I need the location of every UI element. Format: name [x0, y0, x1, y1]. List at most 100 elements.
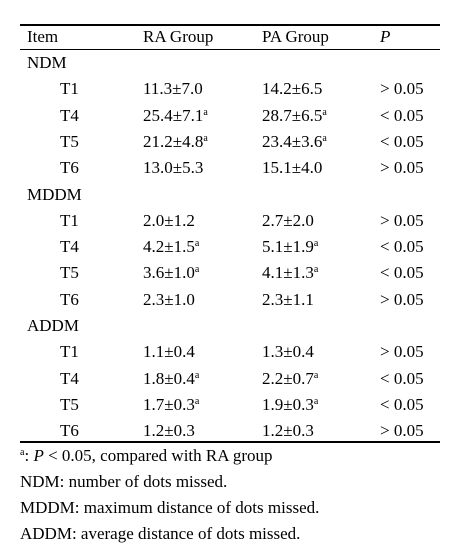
footnote: NDM: number of dots missed. [20, 472, 228, 491]
cell: 1.1±0.4 [143, 342, 195, 362]
cell-text: 25.4±7.1 [143, 105, 204, 125]
p-value: < 0.05 [380, 237, 424, 257]
cell: 1.9±0.3a [262, 395, 318, 415]
row-label: T1 [60, 210, 79, 230]
header-cell: Item [27, 27, 59, 46]
cell: 2.3±1.1 [262, 290, 314, 310]
cell-text: 4.1±1.3 [262, 263, 314, 283]
row-label: T4 [60, 105, 79, 125]
p-value: < 0.05 [380, 105, 424, 125]
footnote-text: : [24, 446, 34, 465]
row-label: T4 [60, 237, 79, 257]
cell: 14.2±6.5 [262, 79, 322, 99]
p-value: > 0.05 [380, 421, 424, 441]
p-value: > 0.05 [380, 158, 424, 178]
row-label: T1 [60, 342, 79, 362]
superscript: a [313, 395, 319, 407]
superscript: a [322, 106, 327, 118]
p-value: > 0.05 [380, 289, 424, 309]
p-value: < 0.05 [380, 394, 424, 414]
row-label: T4 [60, 368, 79, 388]
cell: 11.3±7.0 [143, 79, 203, 99]
cell-text: 21.2±4.8 [143, 131, 204, 151]
footnote-text: < 0.05, compared with RA group [43, 446, 273, 465]
cell-text: 4.2±1.5 [143, 237, 195, 257]
cell-text: 1.8±0.4 [143, 368, 195, 388]
superscript: a [194, 395, 200, 407]
top-rule [20, 24, 440, 26]
row-label: T6 [60, 158, 79, 178]
cell: 4.1±1.3a [262, 263, 318, 283]
header-cell: PA Group [262, 27, 329, 46]
cell-text: 11.3±7.0 [143, 79, 203, 99]
cell-text: 1.3±0.4 [262, 342, 314, 362]
footnote: ADDM: average distance of dots missed. [20, 524, 301, 543]
p-value: < 0.05 [380, 263, 424, 283]
superscript: a [20, 447, 25, 458]
cell: 2.3±1.0 [143, 290, 195, 310]
cell-text: 2.2±0.7 [262, 368, 314, 388]
row-label: T5 [60, 394, 79, 414]
cell-text: 2.3±1.0 [143, 289, 195, 309]
cell: 5.1±1.9a [262, 237, 318, 257]
cell: 4.2±1.5a [143, 237, 199, 257]
group-label: ADDM [27, 316, 79, 335]
cell: 1.3±0.4 [262, 342, 314, 362]
superscript: a [203, 132, 208, 144]
cell: 2.7±2.0 [262, 211, 314, 231]
cell-text: 1.9±0.3 [262, 394, 314, 414]
p-value: < 0.05 [380, 131, 424, 151]
superscript: a [313, 369, 319, 381]
p-value: > 0.05 [380, 79, 424, 99]
cell: 13.0±5.3 [143, 158, 203, 178]
cell: 1.7±0.3a [143, 395, 199, 415]
cell-text: 3.6±1.0 [143, 263, 195, 283]
group-label: NDM [27, 53, 67, 72]
bottom-rule [20, 441, 440, 443]
p-value: > 0.05 [380, 210, 424, 230]
row-label: T5 [60, 263, 79, 283]
cell-text: 15.1±4.0 [262, 158, 323, 178]
cell: 1.2±0.3 [143, 421, 195, 441]
header-cell: RA Group [143, 27, 214, 46]
cell: 21.2±4.8a [143, 132, 208, 152]
header-rule [20, 49, 440, 50]
superscript: a [194, 238, 200, 250]
superscript: a [203, 106, 208, 118]
group-label: MDDM [27, 184, 82, 204]
cell-text: 5.1±1.9 [262, 237, 314, 257]
footnote-italic: P [33, 446, 44, 465]
p-value: < 0.05 [380, 368, 424, 388]
cell-text: 14.2±6.5 [262, 79, 323, 99]
superscript: a [313, 264, 319, 276]
header-cell: P [380, 27, 391, 46]
superscript: a [313, 238, 319, 250]
cell: 28.7±6.5a [262, 106, 327, 126]
row-label: T6 [60, 421, 79, 441]
cell: 2.2±0.7a [262, 369, 318, 389]
footnote: MDDM: maximum distance of dots missed. [20, 498, 320, 517]
cell-text: 1.1±0.4 [143, 342, 195, 362]
cell-text: 1.7±0.3 [143, 394, 195, 414]
row-label: T6 [60, 289, 79, 309]
cell-text: 1.2±0.3 [143, 421, 195, 441]
cell-text: 2.3±1.1 [262, 289, 314, 309]
footnote: a: P < 0.05, compared with RA group [20, 446, 273, 466]
cell-text: 23.4±3.6 [262, 131, 323, 151]
cell: 1.2±0.3 [262, 421, 314, 441]
p-value: > 0.05 [380, 342, 424, 362]
cell: 15.1±4.0 [262, 158, 322, 178]
cell-text: 13.0±5.3 [143, 158, 204, 178]
row-label: T1 [60, 79, 79, 99]
cell-text: 1.2±0.3 [262, 421, 314, 441]
cell: 23.4±3.6a [262, 132, 327, 152]
cell: 25.4±7.1a [143, 106, 208, 126]
superscript: a [194, 369, 200, 381]
cell-text: 2.0±1.2 [143, 210, 195, 230]
superscript: a [322, 132, 327, 144]
row-label: T5 [60, 131, 79, 151]
cell: 3.6±1.0a [143, 263, 199, 283]
cell-text: 2.7±2.0 [262, 210, 314, 230]
cell: 2.0±1.2 [143, 211, 195, 231]
